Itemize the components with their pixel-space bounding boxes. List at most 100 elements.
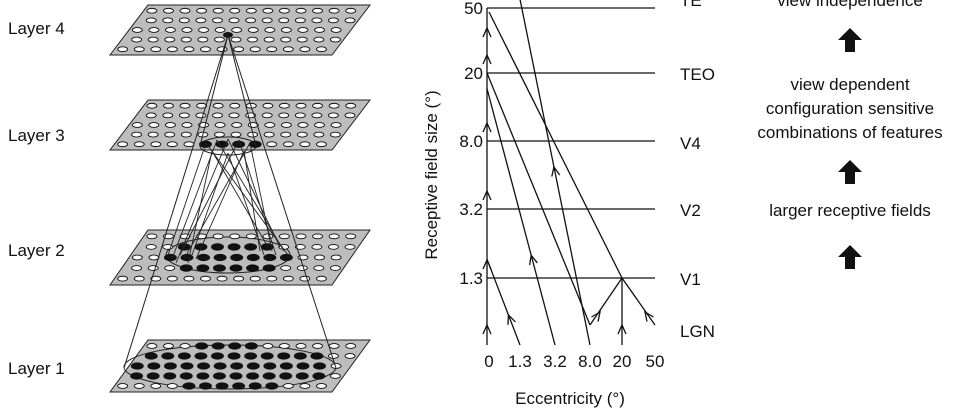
unit	[297, 27, 309, 33]
unit	[213, 36, 225, 43]
unit	[228, 17, 240, 24]
unit	[266, 275, 278, 282]
unit	[299, 383, 311, 389]
unit	[233, 275, 245, 282]
unit	[297, 122, 309, 128]
unit	[146, 102, 158, 109]
layer-label: Layer 2	[8, 241, 65, 260]
hierarchy-bottom: larger receptive fields	[769, 201, 931, 220]
unit	[261, 112, 273, 119]
unit	[183, 141, 195, 148]
unit	[227, 352, 241, 360]
hierarchy-middle: combinations of features	[757, 123, 942, 142]
arrowhead	[551, 165, 561, 177]
unit	[278, 7, 290, 14]
unit	[313, 36, 325, 43]
unit	[311, 112, 323, 119]
unit	[247, 27, 259, 33]
unit	[330, 122, 342, 128]
unit	[181, 122, 193, 128]
unit	[147, 362, 161, 370]
unit	[245, 17, 257, 24]
unit	[278, 233, 290, 240]
unit	[233, 46, 245, 53]
y-label: 3.2	[459, 200, 483, 219]
unit	[344, 112, 356, 119]
projection	[589, 277, 623, 326]
x-label: 1.3	[508, 352, 532, 371]
unit	[212, 233, 224, 240]
unit	[344, 353, 356, 359]
area-label: TE	[680, 0, 702, 10]
unit	[229, 233, 241, 240]
unit	[196, 102, 208, 109]
unit	[261, 17, 273, 24]
unit	[117, 383, 129, 389]
unit	[278, 112, 290, 119]
unit	[264, 27, 276, 33]
unit	[198, 27, 210, 33]
unit	[312, 102, 324, 109]
unit	[266, 46, 278, 53]
unit	[282, 383, 294, 389]
unit	[316, 141, 327, 148]
unit	[328, 244, 339, 250]
unit	[117, 275, 129, 282]
unit	[314, 122, 325, 128]
unit	[280, 36, 292, 43]
x-label: 50	[646, 352, 665, 371]
unit	[278, 102, 290, 109]
layer-label: Layer 4	[8, 19, 65, 38]
unit	[145, 17, 157, 24]
connection	[227, 34, 257, 147]
unit	[313, 131, 325, 138]
unit	[229, 264, 243, 272]
unit	[231, 27, 243, 33]
unit	[316, 46, 327, 53]
unit	[133, 383, 145, 389]
unit	[166, 383, 178, 389]
unit	[329, 131, 341, 138]
unit	[145, 244, 157, 250]
unit	[199, 382, 212, 390]
hierarchy-middle: view dependent	[790, 75, 909, 94]
area-label: LGN	[680, 322, 715, 341]
unit	[200, 46, 211, 53]
unit	[131, 254, 143, 261]
unit	[296, 362, 310, 370]
unit	[164, 131, 176, 138]
unit	[146, 343, 158, 349]
unit	[330, 27, 342, 33]
unit	[216, 275, 228, 282]
unit	[312, 343, 324, 349]
unit	[232, 140, 246, 148]
unit	[329, 373, 341, 379]
unit	[212, 264, 226, 272]
unit	[130, 362, 144, 370]
unit	[230, 362, 244, 370]
unit	[295, 102, 307, 109]
unit	[163, 372, 177, 380]
unit	[164, 27, 176, 33]
unit	[182, 382, 196, 390]
unit	[296, 36, 308, 43]
unit	[180, 131, 192, 138]
unit	[164, 36, 176, 43]
receptive-field-plot: 50 20 8.0 3.2 1.3 0 1.3 3.2 8.0 20 50 TE TEO V4 V2 V1 LG…	[422, 0, 715, 408]
x-label: 3.2	[543, 352, 567, 371]
unit	[163, 102, 174, 109]
unit	[279, 253, 293, 262]
connection	[249, 142, 273, 252]
unit	[162, 17, 174, 24]
arrowhead	[591, 310, 601, 322]
y-label: 50	[464, 0, 483, 18]
y-label: 20	[464, 64, 483, 83]
unit	[144, 352, 158, 360]
unit	[266, 141, 278, 148]
unit	[328, 102, 340, 109]
unit	[260, 352, 274, 360]
unit	[147, 265, 159, 271]
unit	[294, 112, 306, 119]
unit	[328, 233, 340, 240]
unit	[213, 362, 227, 370]
